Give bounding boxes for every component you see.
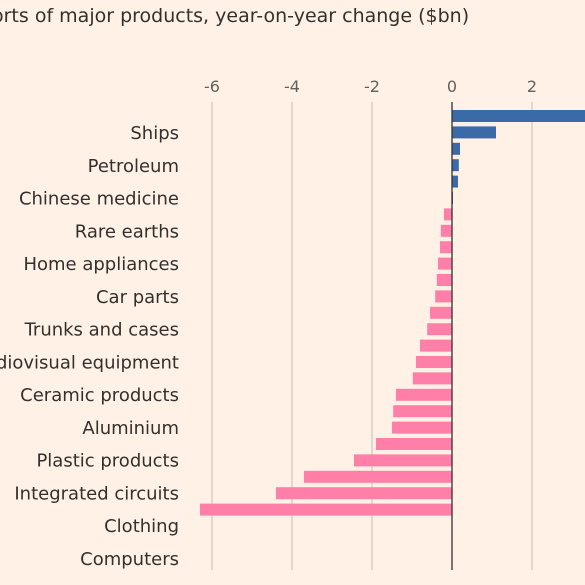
bar-12 [430,306,452,319]
category-label: Aluminium [82,418,179,439]
category-label: Trunks and cases [24,320,179,341]
bar-1 [452,126,496,139]
bar-14 [420,339,452,352]
chart-title: orts of major products, year-on-year cha… [0,5,470,27]
bar-21 [354,454,452,467]
bar-20 [376,438,452,450]
bar-11 [435,290,452,303]
x-tick-label: -6 [204,77,220,96]
x-tick-label: 0 [447,77,457,96]
label-layer: Ships Petroleum Chinese medicine Rare earth… [0,123,179,570]
bar-15 [416,356,452,368]
category-label: Computers [80,549,179,570]
bar-2 [452,142,460,155]
category-label: Chinese medicine [19,189,179,210]
category-label: Clothing [104,516,179,537]
bar-23 [276,487,452,500]
bar-9 [438,257,452,270]
category-label: Ceramic products [20,385,179,406]
category-label: Rare earths [75,221,179,242]
bar-7 [440,224,452,237]
bar-16 [412,372,452,385]
category-label: Plastic products [36,451,179,472]
bar-13 [427,323,452,336]
bar-6 [444,208,452,221]
category-label: Car parts [96,287,179,308]
category-label: Petroleum [88,156,179,177]
bar-24 [200,503,452,516]
x-tick-label: -4 [284,77,300,96]
bar-4 [452,175,458,188]
x-tick-label: -2 [364,77,380,96]
category-label: diovisual equipment [0,352,179,373]
bar-layer [200,110,585,516]
bar-17 [396,388,452,401]
bar-22 [304,470,452,483]
bar-19 [392,421,452,434]
category-label: Home appliances [23,254,179,275]
category-label: Integrated circuits [14,483,179,504]
x-tick-label: 2 [527,77,537,96]
bar-10 [436,274,452,286]
bar-8 [440,241,452,254]
bar-18 [393,405,452,418]
bar-0 [452,110,585,122]
bar-3 [452,159,459,172]
category-label: Ships [130,123,179,144]
